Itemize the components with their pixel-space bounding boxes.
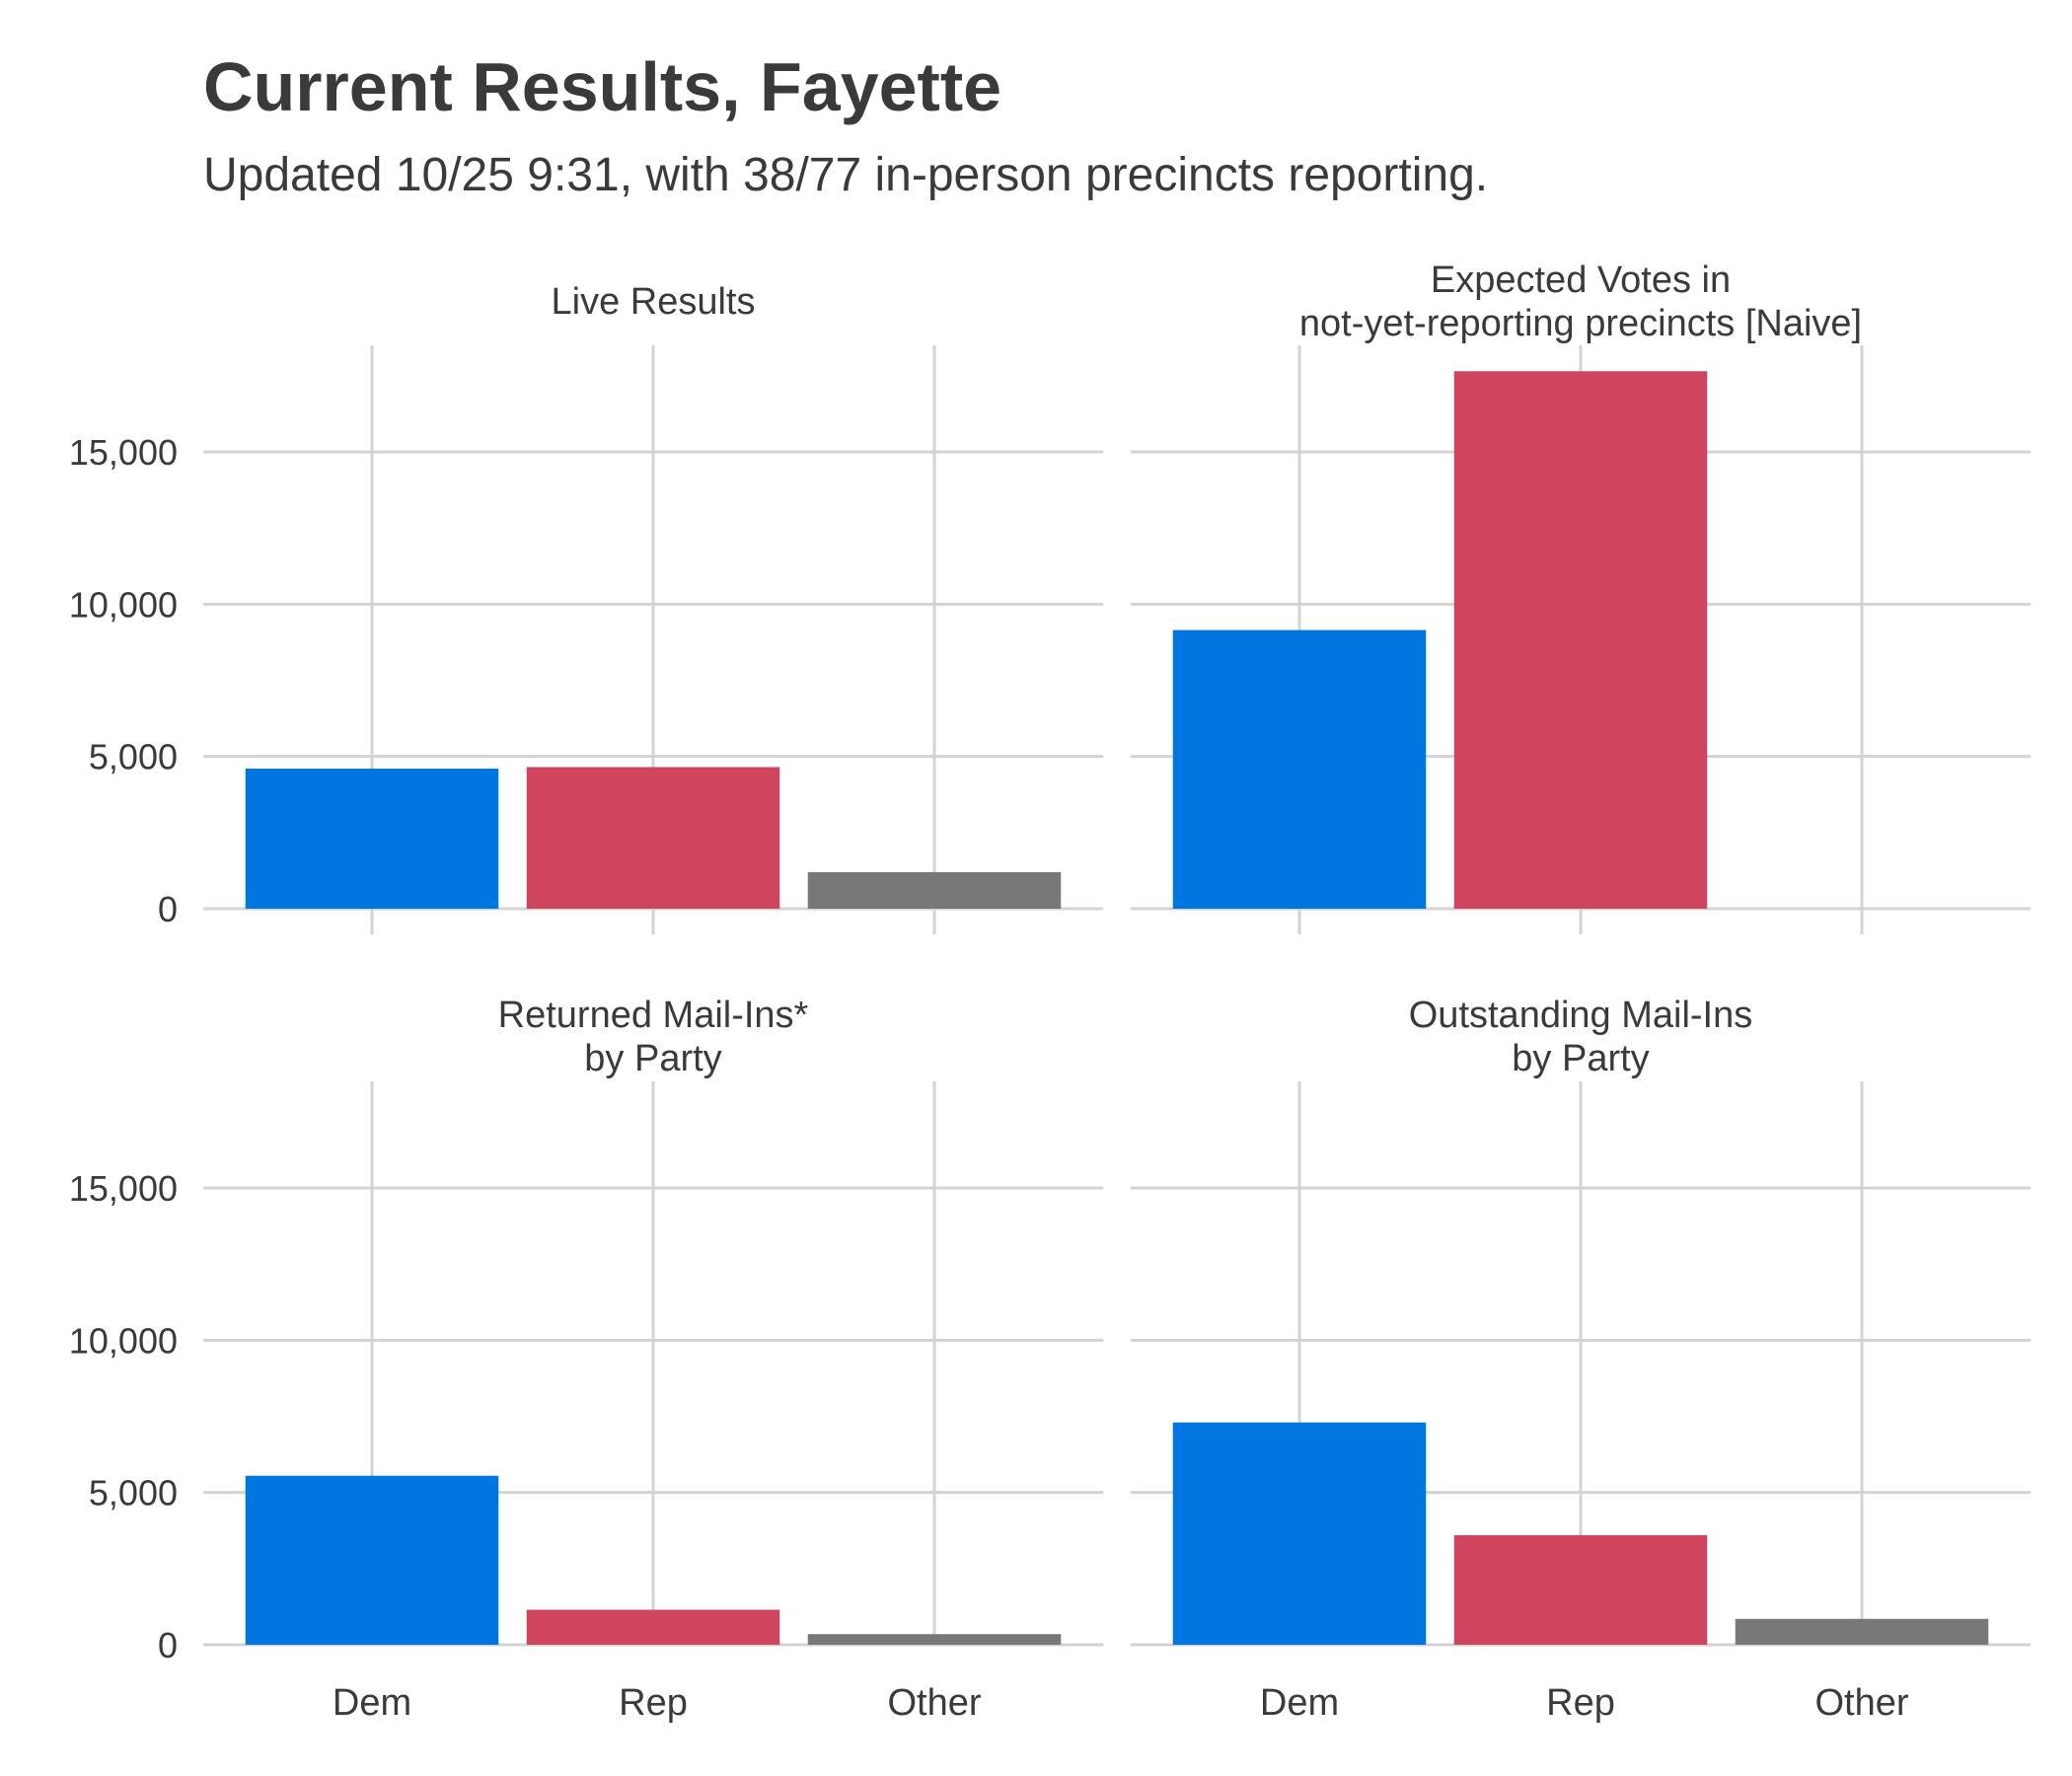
chart-subtitle: Updated 10/25 9:31, with 38/77 in-person… [203,149,1489,201]
panel-strip-label: Expected Votes in [1431,259,1731,301]
y-tick-label: 15,000 [69,1168,178,1209]
y-tick-label: 0 [158,889,178,929]
bar-rep [526,767,780,909]
panel-strip-label: by Party [1512,1038,1649,1079]
bar-rep [526,1609,780,1645]
bar-dem [1172,1422,1427,1645]
y-tick-label: 5,000 [89,737,178,777]
panel-strip-label: Outstanding Mail-Ins [1409,995,1753,1036]
y-tick-label: 0 [158,1625,178,1665]
bar-dem [245,769,499,909]
bar-other [807,1634,1062,1645]
panel-strip-label: not-yet-reporting precincts [Naive] [1299,303,1862,344]
y-tick-label: 10,000 [69,584,178,625]
bar-other [1735,1618,1989,1645]
x-tick-label: Other [887,1682,981,1724]
panel-strip-label: Live Results [552,281,756,323]
x-tick-label: Rep [1546,1682,1615,1724]
x-tick-label: Dem [333,1682,411,1724]
y-tick-label: 10,000 [69,1320,178,1361]
x-tick-label: Rep [619,1682,688,1724]
panel-strip-label: by Party [584,1038,721,1079]
y-tick-label: 5,000 [89,1473,178,1514]
bar-other [807,871,1062,909]
bar-rep [1453,1534,1708,1645]
x-tick-label: Dem [1260,1682,1339,1724]
bar-dem [1172,629,1427,909]
chart-title: Current Results, Fayette [203,48,1002,125]
panel-strip-label: Returned Mail-Ins* [498,995,809,1036]
bar-rep [1453,371,1708,910]
x-tick-label: Other [1814,1682,1908,1724]
bar-dem [245,1475,499,1645]
y-tick-label: 15,000 [69,432,178,473]
